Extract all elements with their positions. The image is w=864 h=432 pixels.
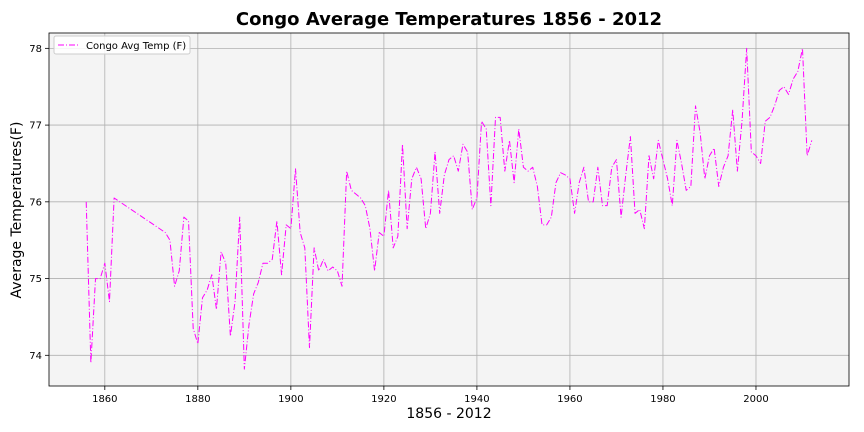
plot-area	[49, 33, 849, 386]
y-tick-label: 76	[29, 197, 42, 208]
x-tick-label: 1980	[650, 394, 675, 405]
x-tick-label: 1880	[185, 394, 210, 405]
legend-label: Congo Avg Temp (F)	[86, 41, 186, 52]
y-tick-label: 74	[29, 351, 42, 362]
chart-title: Congo Average Temperatures 1856 - 2012	[236, 9, 662, 30]
y-axis: 74 75 76 77 78	[29, 44, 49, 362]
legend-box	[53, 35, 191, 55]
y-tick-label: 77	[29, 121, 42, 132]
x-tick-label: 1860	[92, 394, 117, 405]
x-axis: 1860 1880 1900 1920 1940 1960 1980 2000	[92, 386, 769, 405]
legend: Congo Avg Temp (F)	[53, 35, 191, 55]
x-tick-label: 2000	[743, 394, 768, 405]
y-axis-label: Average Temperatures(F)	[9, 122, 25, 299]
x-tick-label: 1960	[557, 394, 582, 405]
y-tick-label: 78	[29, 44, 42, 55]
grid	[49, 33, 849, 386]
x-axis-label: 1856 - 2012	[406, 406, 491, 422]
x-tick-label: 1900	[278, 394, 303, 405]
x-tick-label: 1940	[464, 394, 489, 405]
x-tick-label: 1920	[371, 394, 396, 405]
y-tick-label: 75	[29, 274, 42, 285]
plot-frame	[48, 32, 850, 387]
